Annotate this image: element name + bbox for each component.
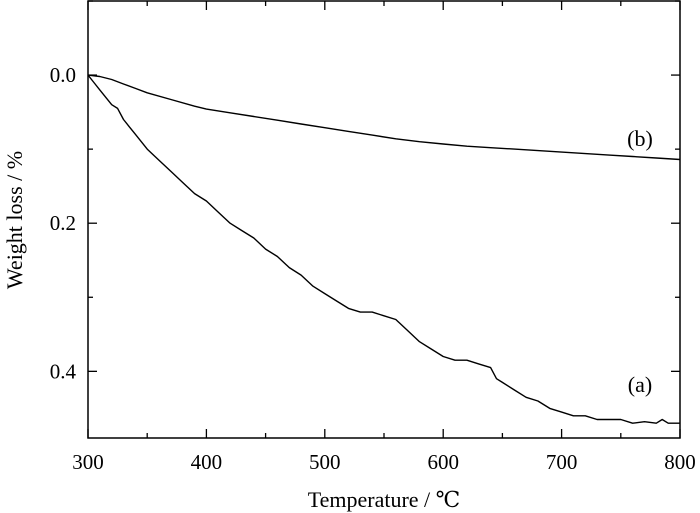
y-tick-label: 0.0 [50,63,76,87]
x-axis-label: Temperature / ℃ [308,487,461,512]
x-tick-label: 800 [664,450,696,474]
series-line-b [87,74,681,161]
x-tick-label: 400 [191,450,223,474]
x-tick-label: 300 [72,450,104,474]
series-label-b: (b) [627,126,653,151]
y-tick-label: 0.2 [50,211,76,235]
tick-labels: 300 400 500 600 700 800 0.0 0.2 0.4 [50,63,696,474]
series-line-a [87,74,680,424]
x-tick-label: 500 [309,450,341,474]
y-axis-label: Weight loss / % [2,151,27,289]
series-label-a: (a) [628,372,652,397]
series-labels: (a) (b) [627,126,653,397]
axis-ticks [87,0,681,438]
y-tick-label: 0.4 [50,359,77,383]
plot-frame [87,0,681,439]
x-tick-label: 600 [427,450,459,474]
x-tick-label: 700 [546,450,578,474]
series-lines [87,74,681,424]
